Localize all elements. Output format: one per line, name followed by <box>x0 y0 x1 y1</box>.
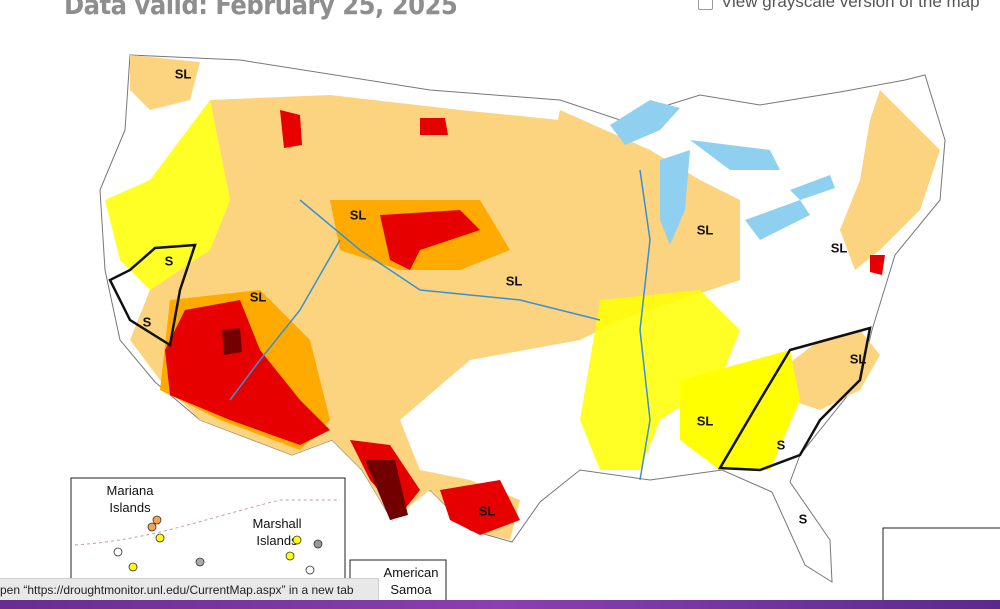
map-shape <box>280 110 302 148</box>
impact-label: SL <box>506 273 523 288</box>
map-shape <box>660 150 690 245</box>
map-shape <box>113 547 123 557</box>
map-shape <box>130 55 200 110</box>
impact-label: SL <box>697 222 714 237</box>
map-shape <box>305 565 315 575</box>
map-shape <box>74 499 340 546</box>
map-shape <box>292 535 302 545</box>
map-shape <box>870 255 885 275</box>
map-shape <box>108 243 197 348</box>
date-heading: Data valid: February 25, 2025 <box>64 0 458 21</box>
map-shape <box>745 200 810 240</box>
impact-label: S <box>165 253 174 268</box>
map-shape <box>285 551 295 561</box>
map-shape <box>147 522 157 532</box>
impact-label: S <box>777 437 786 452</box>
toggle-label[interactable]: View grayscale version of the map <box>721 0 980 11</box>
map-shape <box>440 480 520 535</box>
impact-boundaries <box>108 243 872 472</box>
inset-label: Islands <box>256 533 298 548</box>
map-shape <box>780 330 880 410</box>
inset-label: Mariana <box>107 483 155 498</box>
inset-label: Samoa <box>390 582 432 597</box>
map-shape <box>690 140 780 170</box>
map-shape <box>128 562 138 572</box>
drought-areas <box>105 55 940 540</box>
map-shape <box>222 328 242 355</box>
map-shape <box>530 110 740 320</box>
impact-label: SL <box>175 66 192 81</box>
impact-label: SL <box>250 289 267 304</box>
impact-label: SL <box>697 413 714 428</box>
map-shape <box>580 290 740 470</box>
impact-label: SL <box>350 207 367 222</box>
map-shape <box>195 557 205 567</box>
inset-label: Islands <box>109 500 151 515</box>
checkbox[interactable] <box>698 0 713 11</box>
water <box>610 100 835 245</box>
inset-label: Marshall <box>252 516 301 531</box>
islands <box>113 515 323 575</box>
impact-label: S <box>799 511 808 526</box>
map-shape <box>419 289 601 321</box>
map-shape <box>229 239 341 401</box>
inset-label: American <box>384 565 439 580</box>
map-shape <box>639 169 651 481</box>
map-shape <box>365 460 408 520</box>
map-shape <box>152 515 162 525</box>
grayscale-toggle[interactable]: View grayscale version of the map <box>698 0 980 12</box>
impact-label: SL <box>831 240 848 255</box>
status-bar: pen “https://droughtmonitor.unl.edu/Curr… <box>0 578 379 602</box>
map-shape <box>420 118 448 135</box>
rivers <box>229 169 651 481</box>
impact-label: SL <box>479 503 496 518</box>
map-shape <box>105 100 230 290</box>
map-shape <box>680 350 800 470</box>
map-shape <box>299 199 421 291</box>
impact-label: S <box>143 314 152 329</box>
map-shape <box>313 539 323 549</box>
taskbar-strip <box>0 600 1000 609</box>
impact-label: SL <box>850 351 867 366</box>
map-shape <box>165 300 330 445</box>
map-shape <box>155 533 165 543</box>
map-shape <box>840 90 940 270</box>
map-shape <box>717 326 872 472</box>
map-shape <box>610 100 680 145</box>
map-shape <box>790 175 835 200</box>
caribbean-inset <box>882 527 1000 609</box>
map-shape <box>380 210 480 270</box>
